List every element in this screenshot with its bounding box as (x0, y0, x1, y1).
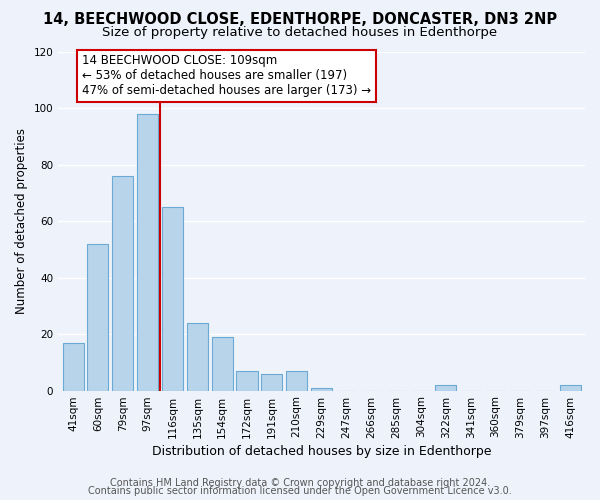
Bar (286, 371, 307, 390)
Bar (212, 337, 233, 390)
Text: Contains HM Land Registry data © Crown copyright and database right 2024.: Contains HM Land Registry data © Crown c… (110, 478, 490, 488)
Bar (137, 114, 158, 390)
X-axis label: Distribution of detached houses by size in Edenthorpe: Distribution of detached houses by size … (152, 444, 491, 458)
Bar (311, 388, 332, 390)
Bar (88, 244, 109, 390)
Text: 14, BEECHWOOD CLOSE, EDENTHORPE, DONCASTER, DN3 2NP: 14, BEECHWOOD CLOSE, EDENTHORPE, DONCAST… (43, 12, 557, 28)
Bar (62, 342, 83, 390)
Text: Size of property relative to detached houses in Edenthorpe: Size of property relative to detached ho… (103, 26, 497, 39)
Bar (112, 176, 133, 390)
Bar (187, 323, 208, 390)
Bar (236, 371, 257, 390)
Y-axis label: Number of detached properties: Number of detached properties (15, 128, 28, 314)
Bar (435, 385, 457, 390)
Bar (560, 385, 581, 390)
Text: 14 BEECHWOOD CLOSE: 109sqm
← 53% of detached houses are smaller (197)
47% of sem: 14 BEECHWOOD CLOSE: 109sqm ← 53% of deta… (82, 54, 371, 98)
Text: Contains public sector information licensed under the Open Government Licence v3: Contains public sector information licen… (88, 486, 512, 496)
Bar (162, 207, 183, 390)
Bar (262, 374, 283, 390)
